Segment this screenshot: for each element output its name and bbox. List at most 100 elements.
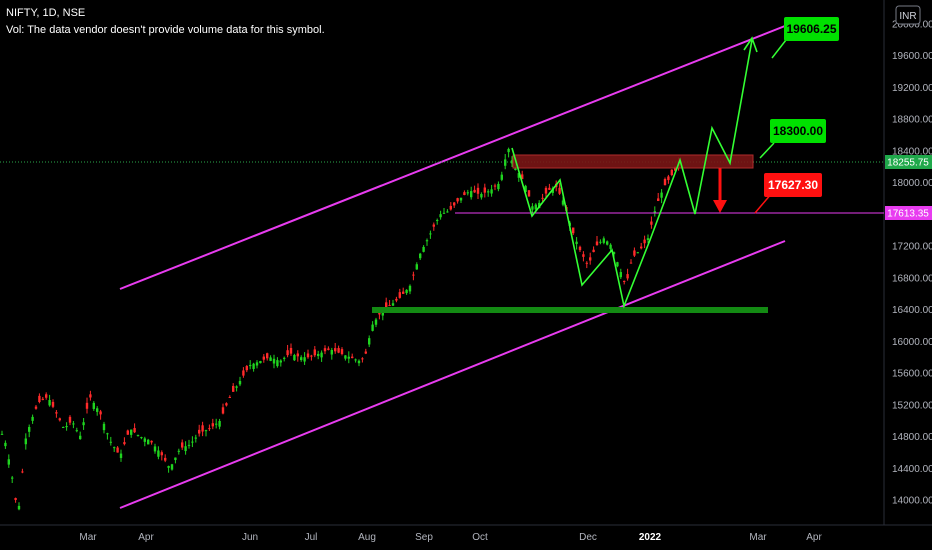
price-tick-label: 18400.00 xyxy=(892,146,932,157)
time-tick-label: Oct xyxy=(472,532,488,543)
candle-body xyxy=(354,359,357,361)
candle-body xyxy=(415,264,418,270)
support-zone[interactable] xyxy=(372,307,768,313)
time-tick-label: Jun xyxy=(242,532,258,543)
currency-badge[interactable]: INR xyxy=(895,5,921,25)
candle-body xyxy=(38,395,41,403)
candle-body xyxy=(646,238,650,241)
candle-body xyxy=(480,194,483,198)
candle-body xyxy=(0,433,4,435)
candle-body xyxy=(164,457,167,461)
candle-body xyxy=(629,262,633,264)
price-tick-label: 15600.00 xyxy=(892,369,932,380)
price-tick-label: 15200.00 xyxy=(892,400,932,411)
last-price-text: 18255.75 xyxy=(887,158,929,169)
candle-body xyxy=(262,356,265,360)
candle-body xyxy=(218,420,221,427)
resistance-zone[interactable] xyxy=(512,154,754,169)
candle-body xyxy=(201,425,204,432)
candle-body xyxy=(548,187,551,190)
price-tick-label: 20000.00 xyxy=(892,20,932,31)
candle-body xyxy=(259,361,262,364)
candle-body xyxy=(187,444,191,446)
candle-body xyxy=(334,348,337,352)
callout-target-mid[interactable]: 18300.00 xyxy=(770,119,826,143)
candle-body xyxy=(643,239,646,244)
candle-body xyxy=(412,274,415,276)
candle-body xyxy=(599,241,602,243)
candle-body xyxy=(31,416,34,421)
candle-body xyxy=(170,464,174,470)
candle-body xyxy=(578,246,582,251)
price-tick-label: 16400.00 xyxy=(892,305,932,316)
candle-body xyxy=(609,244,612,249)
candle-body xyxy=(551,188,554,193)
candle-body xyxy=(425,240,429,242)
candle-body xyxy=(72,423,75,425)
price-tick-label: 14000.00 xyxy=(892,496,932,507)
candle-body xyxy=(385,302,388,309)
candle-body xyxy=(211,423,214,427)
level-price-text: 17613.35 xyxy=(887,209,929,220)
candle-body xyxy=(17,505,21,510)
candle-body xyxy=(303,357,306,362)
price-axis[interactable]: 20000.00 19600.00 19200.00 18800.00 18400.00… xyxy=(892,20,932,507)
candle-body xyxy=(449,205,452,210)
candle-body xyxy=(351,356,354,359)
candle-body xyxy=(204,430,208,432)
candle-body xyxy=(194,437,197,439)
candle-body xyxy=(660,192,663,198)
price-tick-label: 16000.00 xyxy=(892,337,932,348)
candle-body xyxy=(667,176,670,181)
candle-body xyxy=(327,348,330,350)
time-tick-label: Apr xyxy=(138,532,154,543)
candle-body xyxy=(174,457,177,461)
callout-target-high[interactable]: 19606.25 xyxy=(784,17,839,41)
candle-body xyxy=(272,358,276,364)
price-tick-label: 19200.00 xyxy=(892,83,932,94)
candle-body xyxy=(4,442,7,447)
candle-body xyxy=(561,200,565,205)
candle-body xyxy=(215,423,218,425)
price-tick-label: 14800.00 xyxy=(892,432,932,443)
projection-path[interactable] xyxy=(511,39,753,309)
candle-body xyxy=(232,385,235,392)
time-tick-label: Mar xyxy=(79,532,97,543)
candle-body xyxy=(133,428,136,433)
candle-body xyxy=(626,274,629,279)
channel-upper-line[interactable] xyxy=(119,23,791,290)
candle-body xyxy=(521,174,524,180)
candle-body xyxy=(58,418,61,421)
candle-body xyxy=(235,386,238,388)
candle-body xyxy=(51,401,55,407)
candle-body xyxy=(531,206,534,210)
candle-body xyxy=(636,252,639,254)
candle-body xyxy=(208,428,211,430)
candle-body xyxy=(167,466,170,468)
candle-body xyxy=(293,354,296,361)
candle-body xyxy=(221,407,225,414)
candle-body xyxy=(541,197,544,199)
time-axis[interactable]: Mar Apr Jun Jul Aug Sep Oct Dec 2022 Mar Apr xyxy=(79,532,822,543)
candle-body xyxy=(544,187,548,194)
candle-body xyxy=(116,447,119,453)
candle-body xyxy=(589,257,592,261)
channel-lower-line[interactable] xyxy=(119,240,786,509)
candle-body xyxy=(602,238,605,243)
candle-body xyxy=(364,351,367,354)
candle-body xyxy=(41,398,44,400)
symbol-title: NIFTY, 1D, NSE xyxy=(6,7,86,19)
candle-body xyxy=(7,459,10,465)
candle-body xyxy=(653,211,656,213)
candle-body xyxy=(21,471,24,473)
volume-note: Vol: The data vendor doesn't provide vol… xyxy=(6,24,325,36)
candle-body xyxy=(650,221,653,225)
candle-body xyxy=(595,241,599,246)
candle-body xyxy=(266,353,269,359)
candle-body xyxy=(402,291,405,294)
candle-body xyxy=(442,212,446,214)
candle-body xyxy=(623,280,626,282)
callout-target-low[interactable]: 17627.30 xyxy=(764,173,822,197)
time-tick-label: 2022 xyxy=(639,532,662,543)
